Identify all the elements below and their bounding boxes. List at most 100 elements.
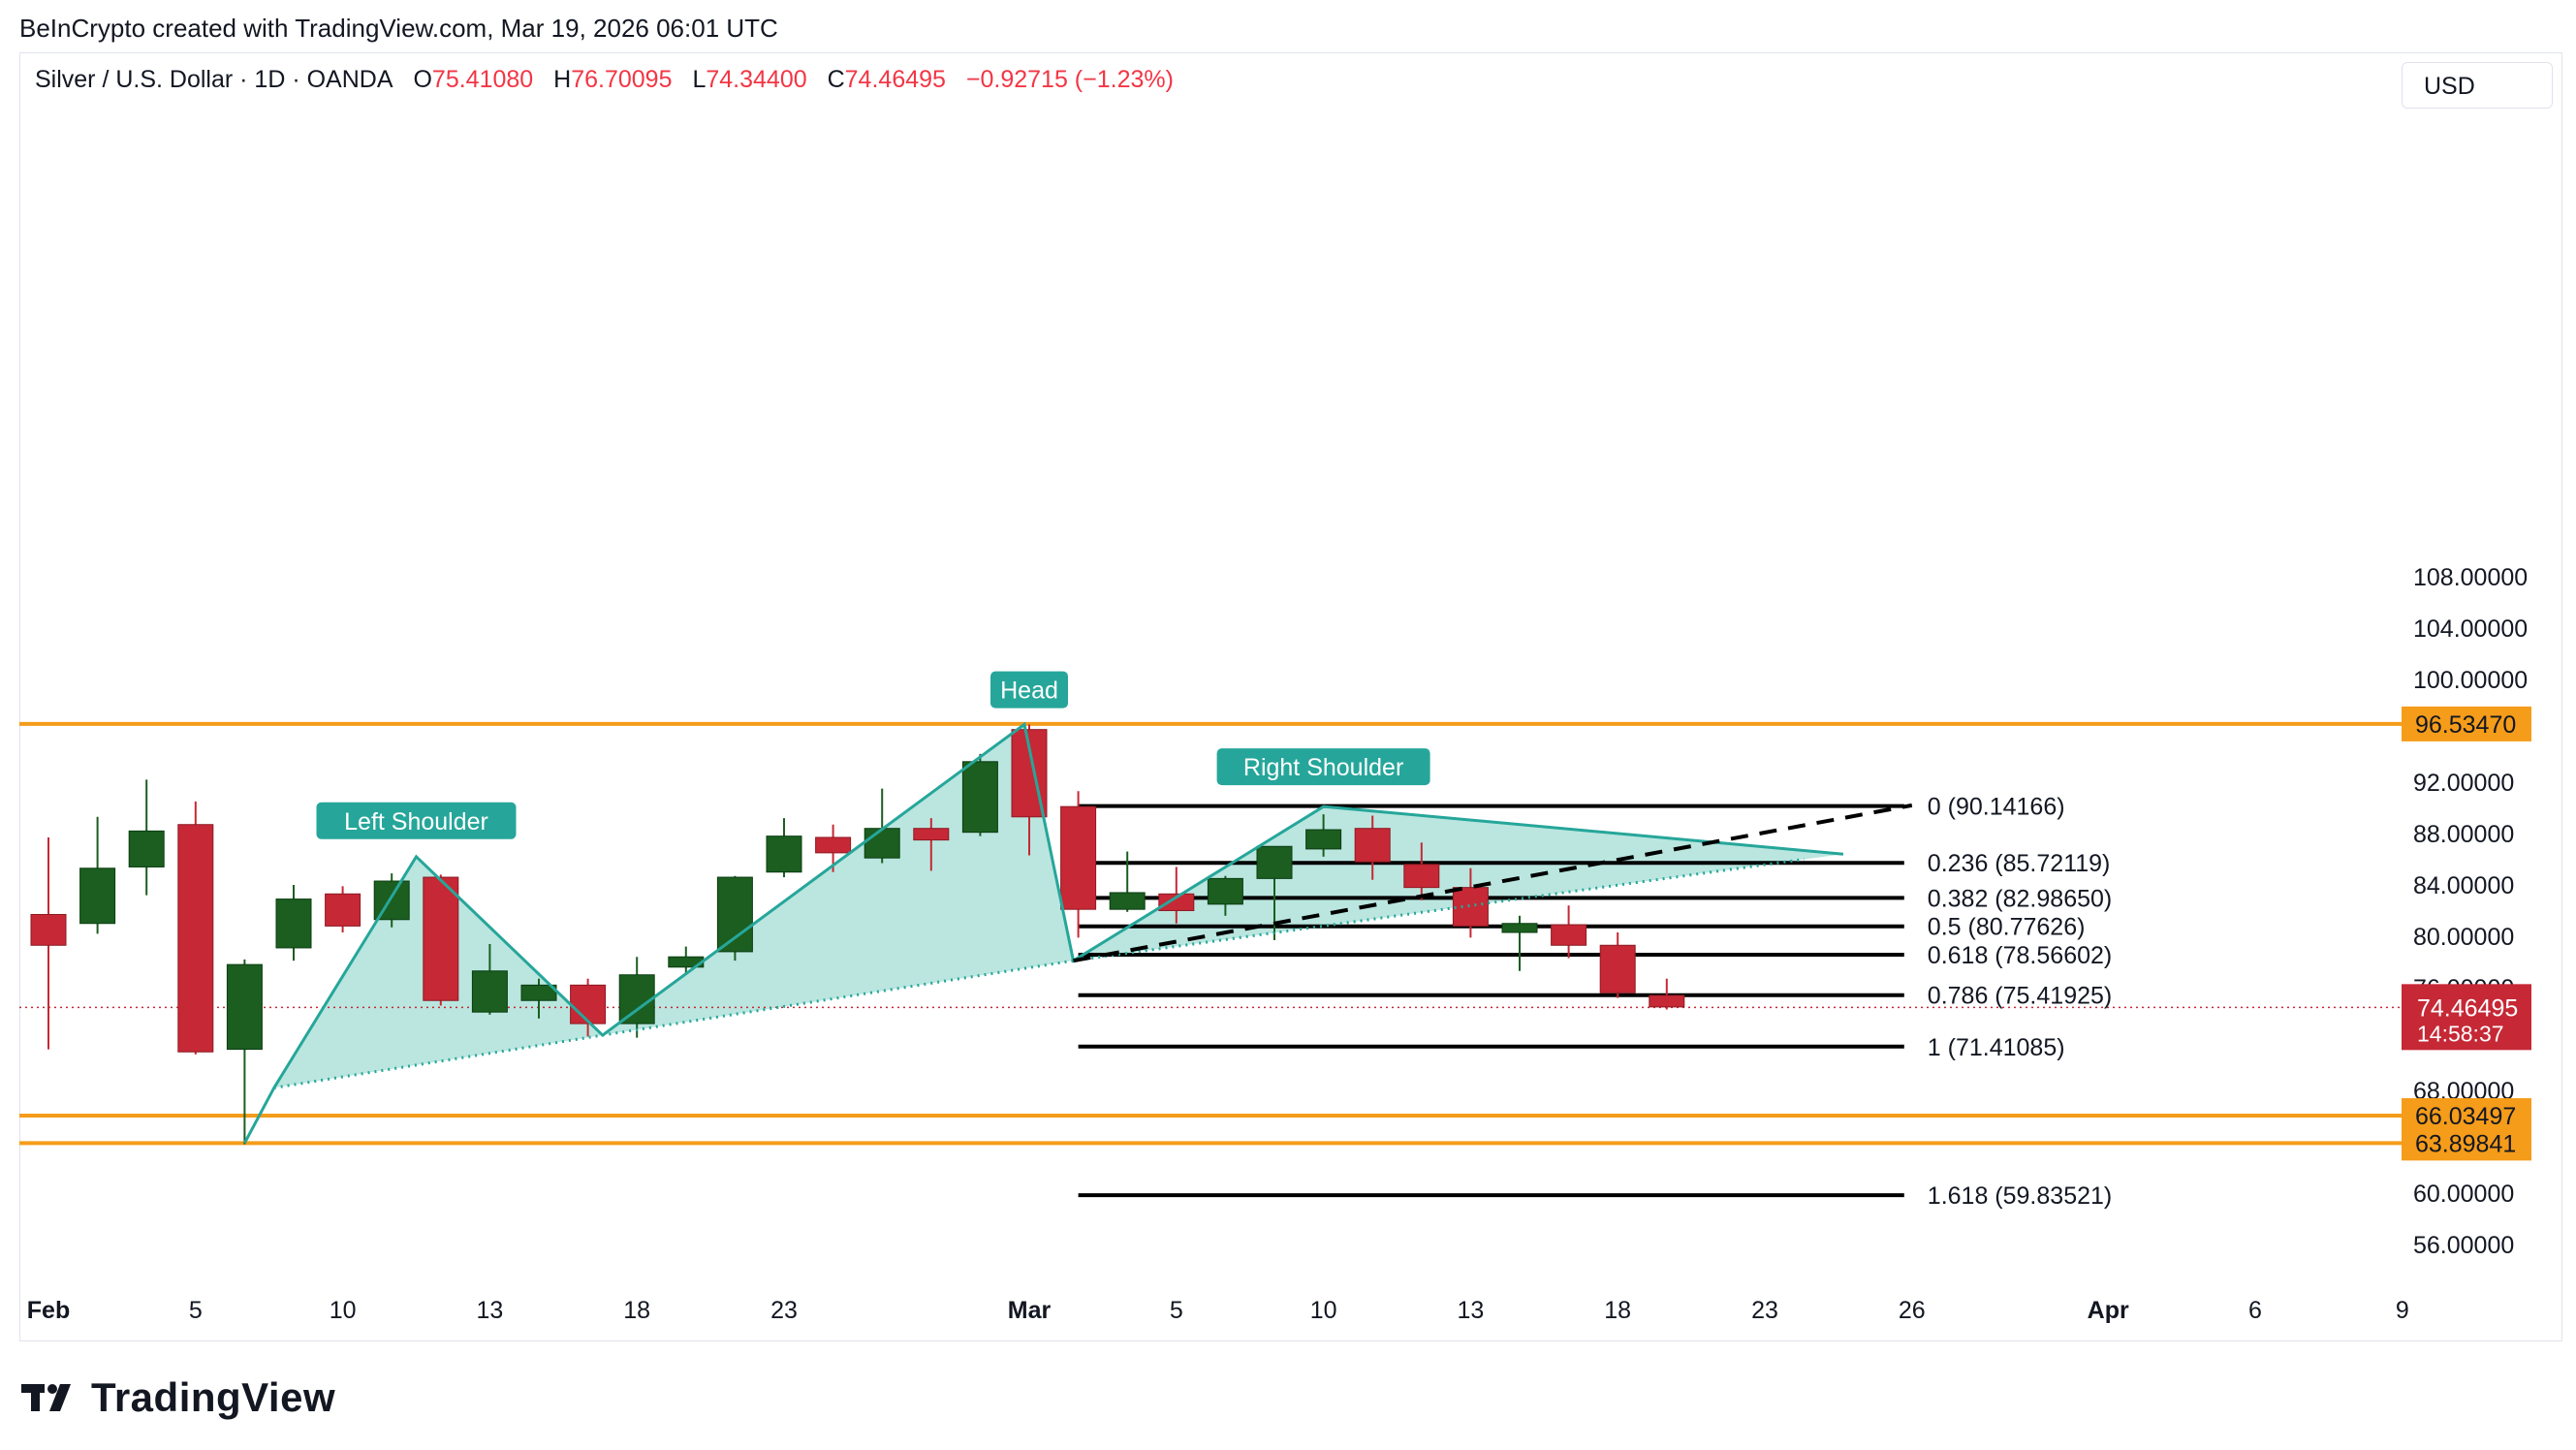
candle-body xyxy=(1305,829,1342,850)
open-value: 75.41080 xyxy=(431,66,534,93)
candle-body xyxy=(226,963,263,1051)
candle-body xyxy=(1109,892,1146,910)
x-tick-label: 13 xyxy=(476,1297,503,1324)
x-tick-label: 23 xyxy=(770,1297,798,1324)
fib-label: 0.5 (80.77626) xyxy=(1928,914,2086,941)
price-change: −0.92715 (−1.23%) xyxy=(965,66,1174,93)
fib-label: 0.382 (82.98650) xyxy=(1928,885,2112,912)
tradingview-logo-text: TradingView xyxy=(91,1374,336,1420)
symbol-name: Silver / U.S. Dollar · 1D · OANDA xyxy=(35,66,393,93)
x-tick-label: Apr xyxy=(2088,1297,2129,1324)
candle-body xyxy=(1452,887,1489,927)
pattern-label: Head xyxy=(990,671,1068,709)
pattern-label-bg xyxy=(990,671,1068,709)
tradingview-logo[interactable]: TradingView xyxy=(21,1372,335,1423)
level-axis-tag xyxy=(2402,706,2531,741)
x-tick-label: 23 xyxy=(1751,1297,1778,1324)
x-tick-label: 13 xyxy=(1457,1297,1484,1324)
candle-body xyxy=(766,835,802,873)
candle-body xyxy=(961,761,998,834)
candle-body xyxy=(618,974,655,1024)
y-tick-label: 100.00000 xyxy=(2413,667,2528,694)
low-value: 74.34400 xyxy=(706,66,807,93)
candle-body xyxy=(815,836,852,854)
candle-body xyxy=(1599,944,1636,993)
chart-attribution: BeInCrypto created with TradingView.com,… xyxy=(19,14,778,43)
y-tick-label: 60.00000 xyxy=(2413,1181,2514,1208)
level-axis-tag-text: 63.89841 xyxy=(2415,1130,2516,1157)
y-tick-label: 56.00000 xyxy=(2413,1232,2514,1259)
x-tick-label: 5 xyxy=(189,1297,203,1324)
candle-body xyxy=(1158,893,1195,912)
x-tick-label: 18 xyxy=(623,1297,650,1324)
current-price-tag-text: 74.46495 xyxy=(2417,994,2518,1022)
currency-button[interactable]: USD xyxy=(2402,62,2553,109)
y-tick-label: 80.00000 xyxy=(2413,924,2514,951)
trend-dashed-line xyxy=(1073,803,1913,963)
bar-countdown-text: 14:58:37 xyxy=(2417,1021,2504,1046)
high-value: 76.70095 xyxy=(571,66,673,93)
candle-body xyxy=(913,828,950,841)
pattern-label: Right Shoulder xyxy=(1216,748,1430,786)
pattern-label-text: Left Shoulder xyxy=(344,808,488,835)
y-tick-label: 88.00000 xyxy=(2413,821,2514,848)
open-label: O xyxy=(413,66,432,93)
pattern-label-text: Head xyxy=(1000,678,1058,705)
x-tick-label: Feb xyxy=(27,1297,70,1324)
fib-label: 1 (71.41085) xyxy=(1928,1034,2065,1061)
fib-label: 0.236 (85.72119) xyxy=(1928,850,2111,877)
pattern-label-bg xyxy=(316,802,517,839)
candle-body xyxy=(325,893,361,927)
candle-body xyxy=(1060,805,1097,910)
level-axis-tag-text: 96.53470 xyxy=(2415,711,2516,739)
pattern-outline xyxy=(243,721,1844,1145)
candle-body xyxy=(30,913,67,946)
candle-body xyxy=(79,867,116,925)
x-tick-label: 6 xyxy=(2248,1297,2262,1324)
y-tick-label: 84.00000 xyxy=(2413,872,2514,899)
fib-label: 0.786 (75.41925) xyxy=(1928,983,2112,1010)
y-tick-label: 104.00000 xyxy=(2413,615,2528,643)
candle-body xyxy=(1551,924,1587,946)
pattern-label-bg xyxy=(1216,748,1430,786)
candle-body xyxy=(1256,845,1293,879)
tradingview-logo-icon xyxy=(21,1384,71,1411)
pattern-neckline xyxy=(273,858,1805,1089)
y-tick-label: 108.00000 xyxy=(2413,564,2528,591)
candle-body xyxy=(471,970,508,1013)
x-tick-label: Mar xyxy=(1008,1297,1052,1324)
candle-body xyxy=(128,830,165,867)
chart-frame xyxy=(19,52,2562,1341)
level-axis-tag xyxy=(2402,1125,2531,1161)
candle-body xyxy=(1207,877,1243,905)
low-label: L xyxy=(692,66,707,93)
x-tick-label: 18 xyxy=(1604,1297,1631,1324)
current-price-tag xyxy=(2402,984,2531,1051)
x-tick-label: 5 xyxy=(1170,1297,1183,1324)
x-tick-label: 10 xyxy=(330,1297,357,1324)
candle-body xyxy=(1649,994,1685,1008)
fib-label: 1.618 (59.83521) xyxy=(1928,1182,2112,1210)
x-tick-label: 9 xyxy=(2396,1297,2409,1324)
close-value: 74.46495 xyxy=(844,66,946,93)
candle-body xyxy=(864,828,900,859)
candle-body xyxy=(1403,864,1440,889)
close-label: C xyxy=(827,66,845,93)
candle-body xyxy=(570,984,607,1024)
pattern-fill xyxy=(244,724,1843,1144)
y-tick-label: 92.00000 xyxy=(2413,770,2514,797)
x-tick-label: 26 xyxy=(1899,1297,1926,1324)
candle-body xyxy=(1501,923,1538,933)
fib-label: 0 (90.14166) xyxy=(1928,794,2065,821)
pattern-label: Left Shoulder xyxy=(316,802,517,839)
candle-body xyxy=(177,824,214,1053)
symbol-legend[interactable]: Silver / U.S. Dollar · 1D · OANDA O75.41… xyxy=(35,66,1174,94)
candle-body xyxy=(716,876,753,953)
candle-body xyxy=(1354,828,1391,863)
fib-label: 0.618 (78.56602) xyxy=(1928,942,2112,969)
candle-body xyxy=(423,876,459,1001)
candle-body xyxy=(275,898,312,949)
high-label: H xyxy=(553,66,572,93)
price-chart[interactable]: 56.0000060.0000064.0000068.0000072.00000… xyxy=(0,0,2576,1357)
pattern-label-text: Right Shoulder xyxy=(1243,754,1403,781)
